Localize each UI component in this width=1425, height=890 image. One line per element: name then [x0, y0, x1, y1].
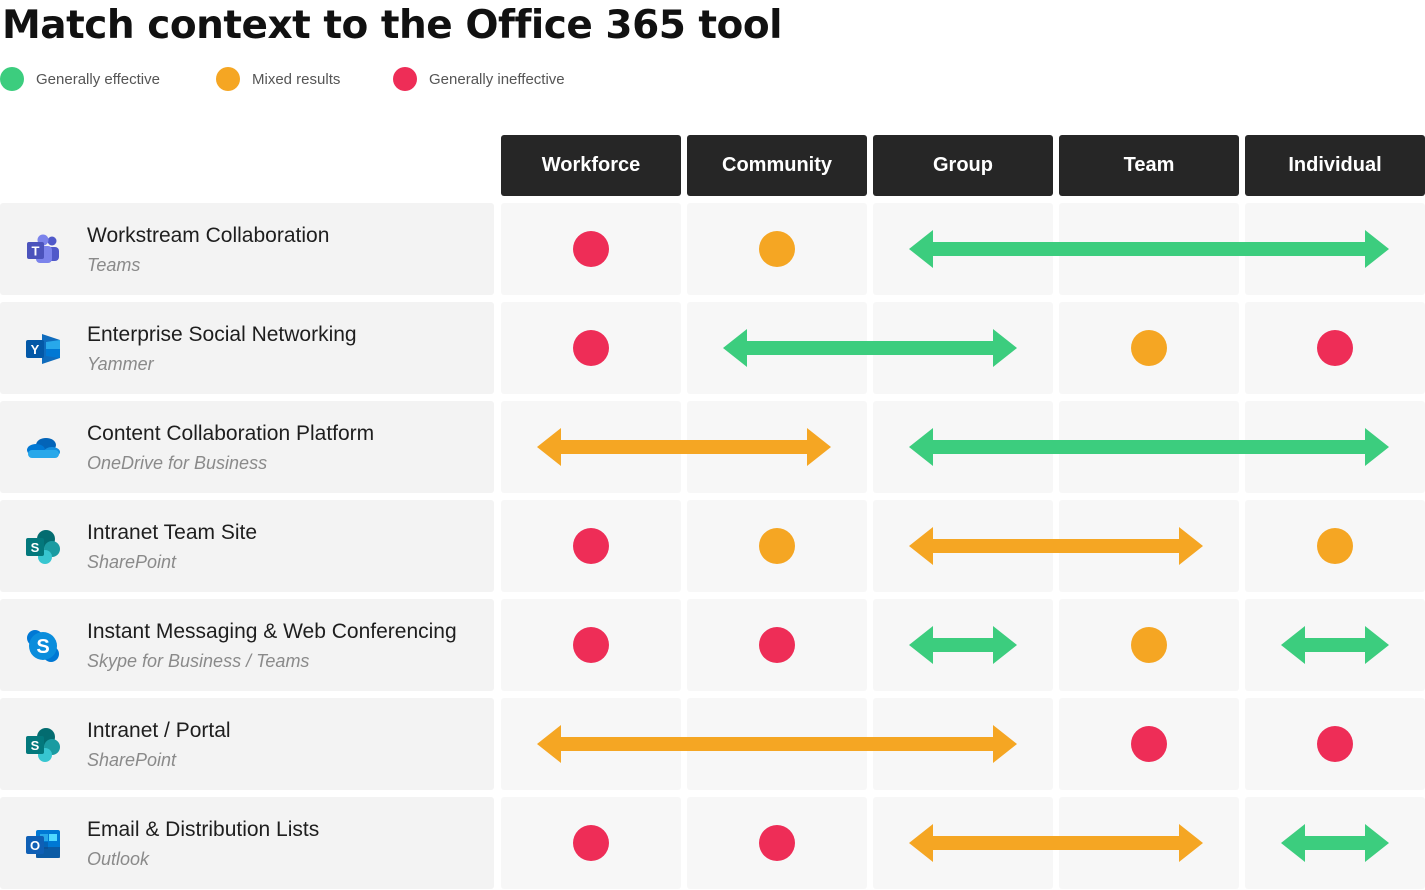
tool-row-label: S Intranet Team Site SharePoint [0, 500, 494, 592]
legend-item-effective: Generally effective [0, 67, 160, 91]
rating-dot-mixed [1317, 528, 1353, 564]
yammer-icon: Y [24, 330, 62, 368]
rating-dot-ineffective [573, 627, 609, 663]
legend-label: Generally ineffective [429, 70, 565, 88]
rating-range-arrow-mixed [537, 428, 831, 466]
rating-dot-mixed [1131, 330, 1167, 366]
rating-range-arrow-effective [723, 329, 1017, 367]
tool-row-label: O Email & Distribution Lists Outlook [0, 797, 494, 889]
tool-name: Enterprise Social Networking [87, 323, 357, 346]
rating-dot-mixed [1131, 627, 1167, 663]
tool-row-label: S Intranet / Portal SharePoint [0, 698, 494, 790]
tool-name: Workstream Collaboration [87, 224, 330, 247]
onedrive-icon [24, 429, 62, 467]
rating-range-arrow-effective [1281, 824, 1389, 862]
outlook-icon: O [24, 825, 62, 863]
tool-name: Email & Distribution Lists [87, 818, 320, 841]
svg-text:T: T [32, 244, 40, 259]
tool-product: Yammer [87, 354, 154, 374]
tool-product: SharePoint [87, 552, 177, 572]
tool-product: SharePoint [87, 750, 177, 770]
rating-dot-ineffective [573, 825, 609, 861]
rating-dot-ineffective [759, 825, 795, 861]
teams-icon: T [24, 231, 62, 269]
rating-range-arrow-effective [1281, 626, 1389, 664]
rating-dot-ineffective [1317, 330, 1353, 366]
tool-name: Instant Messaging & Web Conferencing [87, 620, 457, 643]
rating-range-arrow-effective [909, 230, 1389, 268]
tool-product: Outlook [87, 849, 150, 869]
sharepoint-icon: S [24, 726, 62, 764]
rating-dot-ineffective [573, 528, 609, 564]
rating-range-arrow-effective [909, 428, 1389, 466]
legend-item-mixed: Mixed results [216, 67, 340, 91]
column-header-team: Team [1059, 135, 1239, 196]
rating-range-arrow-mixed [537, 725, 1017, 763]
tool-row-label: T Workstream Collaboration Teams [0, 203, 494, 295]
rating-range-arrow-mixed [909, 527, 1203, 565]
rating-dot-mixed [759, 231, 795, 267]
page-title: Match context to the Office 365 tool [2, 3, 783, 48]
legend-swatch-effective [0, 67, 24, 91]
tool-product: Teams [87, 255, 141, 275]
column-header-community: Community [687, 135, 867, 196]
tool-name: Intranet / Portal [87, 719, 231, 742]
tool-row-label: S Instant Messaging & Web Conferencing Sky… [0, 599, 494, 691]
skype-icon: S [24, 627, 62, 665]
tool-row-label: Content Collaboration Platform OneDrive f… [0, 401, 494, 493]
legend-swatch-mixed [216, 67, 240, 91]
sharepoint-icon: S [24, 528, 62, 566]
svg-text:S: S [31, 738, 40, 753]
tool-name: Content Collaboration Platform [87, 422, 375, 445]
rating-dot-ineffective [759, 627, 795, 663]
svg-text:S: S [31, 540, 40, 555]
svg-text:S: S [36, 636, 49, 658]
column-header-individual: Individual [1245, 135, 1425, 196]
rating-range-arrow-mixed [909, 824, 1203, 862]
column-header-workforce: Workforce [501, 135, 681, 196]
legend-label: Generally effective [36, 70, 160, 88]
tool-row-label: Y Enterprise Social Networking Yammer [0, 302, 494, 394]
svg-text:O: O [30, 838, 40, 853]
rating-dot-ineffective [1131, 726, 1167, 762]
rating-dot-ineffective [573, 231, 609, 267]
tool-product: Skype for Business / Teams [87, 651, 310, 671]
tool-product: OneDrive for Business [87, 453, 268, 473]
rating-dot-ineffective [573, 330, 609, 366]
legend-label: Mixed results [252, 70, 341, 88]
legend-item-ineffective: Generally ineffective [393, 67, 565, 91]
rating-range-arrow-effective [909, 626, 1017, 664]
svg-text:Y: Y [31, 342, 40, 357]
legend-swatch-ineffective [393, 67, 417, 91]
tool-name: Intranet Team Site [87, 521, 258, 544]
rating-dot-mixed [759, 528, 795, 564]
column-header-group: Group [873, 135, 1053, 196]
rating-dot-ineffective [1317, 726, 1353, 762]
